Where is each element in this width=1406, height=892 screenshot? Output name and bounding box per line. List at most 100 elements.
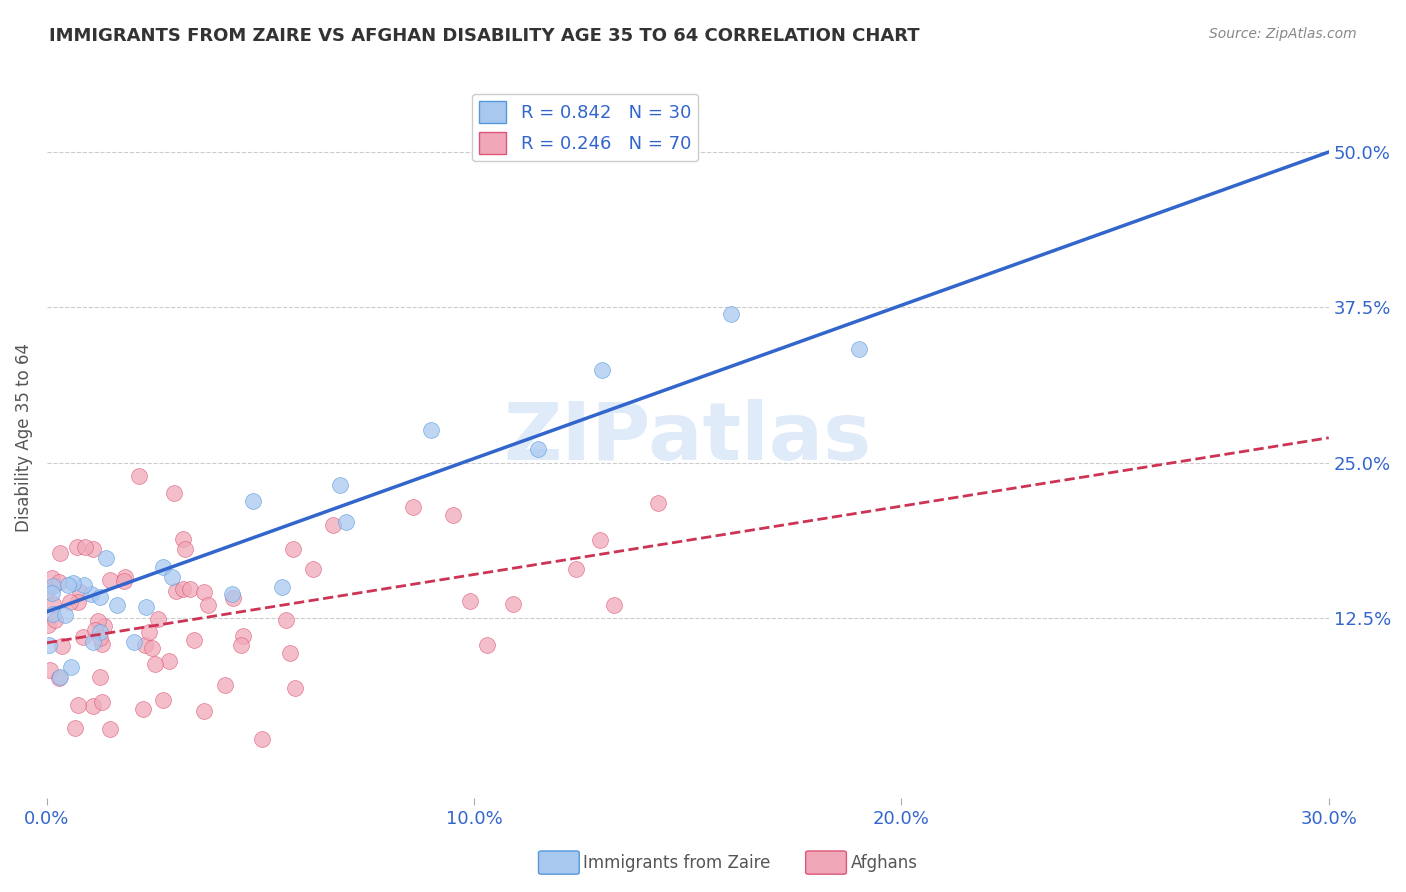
Point: [53, 608, 76, 623]
Point: [329, 477, 352, 491]
Point: [62, 576, 84, 591]
Point: [183, 633, 205, 648]
Point: [603, 598, 626, 612]
Y-axis label: Disability Age 35 to 64: Disability Age 35 to 64: [15, 343, 32, 533]
Point: [89, 631, 111, 645]
Point: [63, 721, 86, 735]
Point: [152, 693, 174, 707]
Point: [42, 579, 65, 593]
Point: [222, 591, 245, 605]
Point: [214, 678, 236, 692]
Point: [565, 561, 588, 575]
Point: [152, 560, 174, 574]
Point: [165, 584, 187, 599]
Point: [67, 595, 90, 609]
Point: [73, 540, 96, 554]
Point: [114, 570, 136, 584]
Point: [335, 515, 357, 529]
Point: [48, 670, 70, 684]
Point: [141, 641, 163, 656]
Point: [589, 533, 612, 547]
Point: [283, 541, 305, 556]
Point: [93, 619, 115, 633]
Point: [284, 681, 307, 695]
Point: [720, 307, 742, 321]
Point: [42, 597, 65, 611]
Point: [527, 442, 550, 457]
Point: [250, 732, 273, 747]
Point: [160, 570, 183, 584]
Point: [59, 594, 82, 608]
Point: [80, 587, 103, 601]
Point: [82, 541, 104, 556]
Point: [172, 532, 194, 546]
Point: [90, 637, 112, 651]
Point: [107, 598, 129, 612]
Point: [278, 646, 301, 660]
Point: [112, 574, 135, 588]
Point: [41, 586, 63, 600]
Point: [44, 613, 66, 627]
Point: [134, 638, 156, 652]
Point: [157, 654, 180, 668]
Point: [58, 578, 80, 592]
Point: [458, 594, 481, 608]
Point: [89, 624, 111, 639]
Point: [100, 722, 122, 736]
Point: [82, 698, 104, 713]
Point: [441, 508, 464, 522]
Point: [242, 494, 264, 508]
Point: [138, 624, 160, 639]
Text: IMMIGRANTS FROM ZAIRE VS AFGHAN DISABILITY AGE 35 TO 64 CORRELATION CHART: IMMIGRANTS FROM ZAIRE VS AFGHAN DISABILI…: [49, 27, 920, 45]
Point: [86, 615, 108, 629]
Point: [59, 660, 82, 674]
Point: [89, 591, 111, 605]
Text: ZIPatlas: ZIPatlas: [503, 399, 872, 477]
Point: [41, 571, 63, 585]
Point: [135, 599, 157, 614]
Point: [39, 663, 62, 677]
Point: [98, 573, 121, 587]
Point: [148, 612, 170, 626]
Point: [270, 580, 292, 594]
Point: [91, 695, 114, 709]
Point: [48, 575, 70, 590]
Point: [96, 551, 118, 566]
Point: [41, 607, 63, 621]
Point: [73, 578, 96, 592]
Point: [66, 540, 89, 554]
Point: [475, 638, 498, 652]
Point: [48, 671, 70, 685]
Point: [193, 584, 215, 599]
Point: [229, 638, 252, 652]
Text: Afghans: Afghans: [851, 854, 918, 871]
Point: [128, 469, 150, 483]
Point: [172, 582, 194, 596]
Point: [69, 584, 91, 599]
Point: [163, 486, 186, 500]
Point: [49, 546, 72, 560]
Legend: R = 0.842   N = 30, R = 0.246   N = 70: R = 0.842 N = 30, R = 0.246 N = 70: [472, 94, 699, 161]
Point: [197, 598, 219, 612]
Point: [322, 517, 344, 532]
Point: [301, 562, 323, 576]
Text: Source: ZipAtlas.com: Source: ZipAtlas.com: [1209, 27, 1357, 41]
Point: [132, 702, 155, 716]
Point: [401, 500, 423, 514]
Point: [179, 582, 201, 596]
Point: [82, 635, 104, 649]
Point: [232, 629, 254, 643]
Point: [221, 587, 243, 601]
Point: [502, 597, 524, 611]
Point: [72, 630, 94, 644]
Point: [647, 495, 669, 509]
Point: [38, 638, 60, 652]
Point: [35, 584, 58, 599]
Point: [420, 423, 443, 437]
Point: [143, 657, 166, 671]
Point: [591, 362, 613, 376]
Point: [83, 624, 105, 638]
Point: [274, 613, 297, 627]
Point: [173, 541, 195, 556]
Point: [848, 342, 870, 356]
